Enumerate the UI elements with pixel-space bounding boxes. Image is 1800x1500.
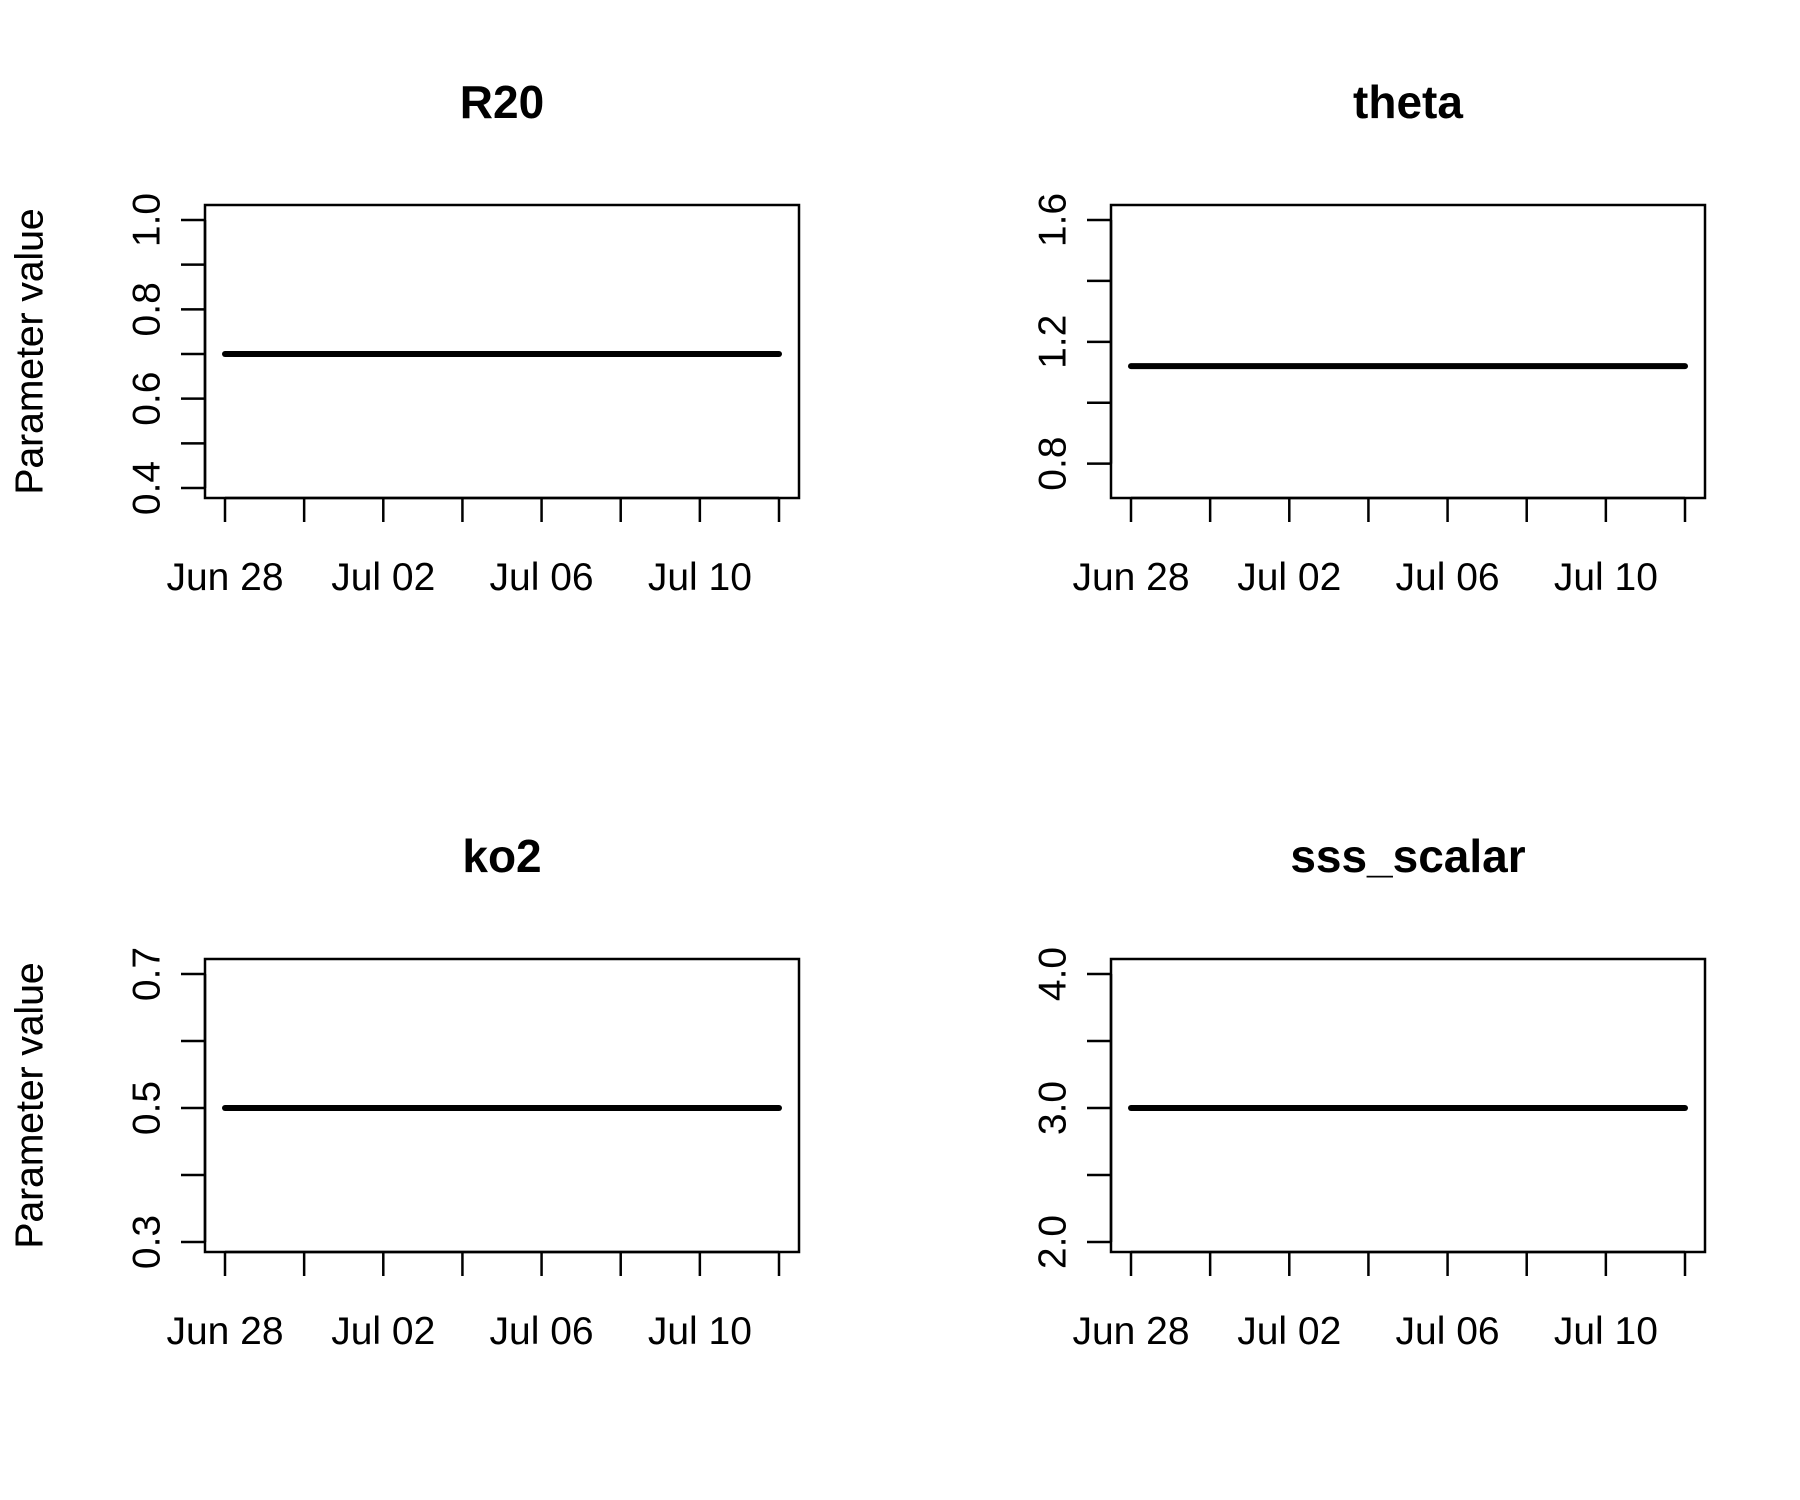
x-tick-label: Jun 28 (1072, 556, 1189, 599)
y-tick-label: 3.0 (1032, 1081, 1075, 1135)
x-tick-label: Jun 28 (166, 556, 283, 599)
y-tick-label: 0.7 (126, 947, 169, 1001)
y-axis-label: Parameter value (9, 208, 52, 494)
panel-title: sss_scalar (1290, 830, 1525, 882)
x-tick-label: Jul 02 (1237, 556, 1341, 599)
y-tick-label: 0.5 (126, 1081, 169, 1135)
y-axis-label: Parameter value (9, 962, 52, 1248)
y-axis-label: Parameter value (9, 208, 52, 494)
x-tick-label: Jul 06 (1396, 1310, 1500, 1353)
x-tick-label: Jul 10 (1554, 556, 1658, 599)
y-tick-label: 1.6 (1032, 193, 1075, 247)
panel-title: ko2 (462, 830, 541, 882)
y-tick-label: 0.6 (126, 372, 169, 426)
x-tick-label: Jul 02 (331, 556, 435, 599)
chart-panel-3: ko2 Parameter value 0.3 0.5 0.7 Jun 28 Jul 02 J… (9, 830, 801, 1353)
x-tick-label: Jun 28 (166, 1310, 283, 1353)
x-tick-label: Jul 06 (490, 556, 594, 599)
y-tick-label: 1.0 (126, 193, 169, 247)
x-tick-label: Jul 02 (1237, 1310, 1341, 1353)
x-tick-label: Jul 10 (648, 1310, 752, 1353)
panel-title: theta (1353, 76, 1463, 128)
y-tick-label: 0.3 (126, 1215, 169, 1269)
x-tick-label: Jul 02 (331, 1310, 435, 1353)
y-tick-label: 2.0 (1032, 1215, 1075, 1269)
y-tick-label: 4.0 (1032, 947, 1075, 1001)
x-tick-label: Jul 10 (648, 556, 752, 599)
chart-panel-2: theta Parameter value 0.8 1.2 1.6 Jun 28 Jul 0… (9, 76, 1707, 599)
x-tick-label: Jun 28 (1072, 1310, 1189, 1353)
chart-panel-1: R20 Parameter value 0.4 0.6 0.8 1.0 Jun 28 Jul … (9, 76, 801, 599)
chart-panel-4: sss_scalar Parameter value 2.0 3.0 4.0 Jun 28… (9, 830, 1707, 1353)
y-tick-label: 1.2 (1032, 315, 1075, 369)
panel-title: R20 (460, 76, 544, 128)
y-tick-label: 0.4 (126, 461, 169, 515)
y-tick-label: 0.8 (126, 282, 169, 336)
x-tick-label: Jul 06 (1396, 556, 1500, 599)
y-tick-label: 0.8 (1032, 437, 1075, 491)
x-tick-label: Jul 06 (490, 1310, 594, 1353)
y-axis-label: Parameter value (9, 962, 52, 1248)
x-tick-label: Jul 10 (1554, 1310, 1658, 1353)
